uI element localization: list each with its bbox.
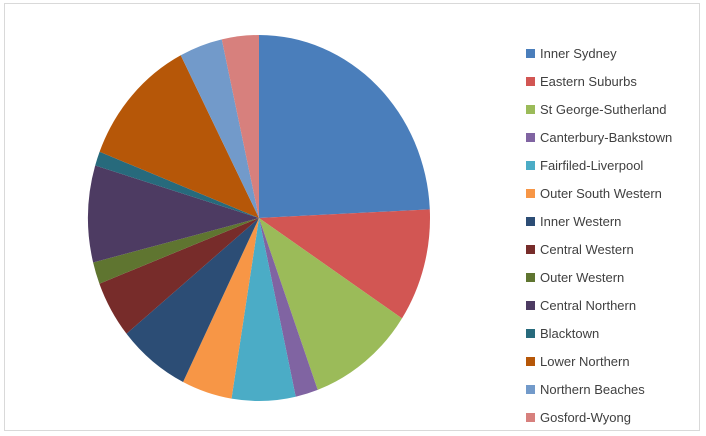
legend-swatch <box>526 216 535 226</box>
pie-slice-canterbury-bankstown <box>259 218 318 397</box>
legend-swatch <box>526 328 535 338</box>
legend-item: Gosford-Wyong <box>526 403 706 431</box>
legend-label: Canterbury-Bankstown <box>540 129 673 145</box>
pie-slice-blacktown <box>95 151 259 218</box>
legend-item: Eastern Suburbs <box>526 67 706 95</box>
legend-item: Central Western <box>526 235 706 263</box>
legend-swatch <box>526 412 535 422</box>
legend-swatch <box>526 272 535 282</box>
pie-slice-central-northern <box>88 165 259 263</box>
legend-item: Outer South Western <box>526 179 706 207</box>
pie-slice-eastern-suburbs <box>259 209 431 319</box>
legend-swatch <box>526 300 535 310</box>
pie-slice-outer-south-western <box>183 218 259 399</box>
legend-label: Central Western <box>540 241 634 257</box>
pie-slice-inner-sydney <box>259 35 430 218</box>
pie-slice-fairfiled-liverpool <box>231 218 296 401</box>
legend-item: Lower Northern <box>526 347 706 375</box>
pie-slice-inner-western <box>126 218 259 382</box>
legend-label: Central Northern <box>540 297 637 313</box>
legend-item: Northern Beaches <box>526 375 706 403</box>
pie-slice-lower-northern <box>99 55 259 218</box>
legend-swatch <box>526 48 535 58</box>
legend-item: Inner Western <box>526 207 706 235</box>
legend-swatch <box>526 104 535 114</box>
legend-swatch <box>526 188 535 198</box>
pie-slice-northern-beaches <box>180 39 259 218</box>
legend-item: Blacktown <box>526 319 706 347</box>
pie-slice-central-western <box>99 218 260 334</box>
legend-swatch <box>526 76 535 86</box>
legend-item: St George-Sutherland <box>526 95 706 123</box>
legend-item: Fairfiled-Liverpool <box>526 151 706 179</box>
legend-label: Outer South Western <box>540 185 662 201</box>
legend: Inner Sydney Eastern Suburbs St George-Sut… <box>526 39 706 431</box>
legend-swatch <box>526 244 535 254</box>
legend-swatch <box>526 356 535 366</box>
pie-slice-st-george-sutherland <box>259 218 402 390</box>
legend-label: Gosford-Wyong <box>540 409 631 425</box>
legend-item: Inner Sydney <box>526 39 706 67</box>
legend-item: Canterbury-Bankstown <box>526 123 706 151</box>
pie-slice-gosford-wyong <box>221 35 259 218</box>
legend-item: Outer Western <box>526 263 706 291</box>
pie-slice-outer-western <box>93 218 260 284</box>
legend-swatch <box>526 160 535 170</box>
legend-label: Northern Beaches <box>540 381 645 397</box>
legend-swatch <box>526 132 535 142</box>
legend-item: Central Northern <box>526 291 706 319</box>
legend-label: Fairfiled-Liverpool <box>540 157 644 173</box>
pie-chart <box>88 35 431 401</box>
legend-label: Blacktown <box>540 325 600 341</box>
chart-area: Inner Sydney Eastern Suburbs St George-Sut… <box>4 3 700 431</box>
legend-label: Outer Western <box>540 269 625 285</box>
legend-label: Lower Northern <box>540 353 630 369</box>
legend-label: Eastern Suburbs <box>540 73 637 89</box>
legend-label: Inner Western <box>540 213 622 229</box>
legend-label: St George-Sutherland <box>540 101 667 117</box>
legend-swatch <box>526 384 535 394</box>
legend-label: Inner Sydney <box>540 45 617 61</box>
